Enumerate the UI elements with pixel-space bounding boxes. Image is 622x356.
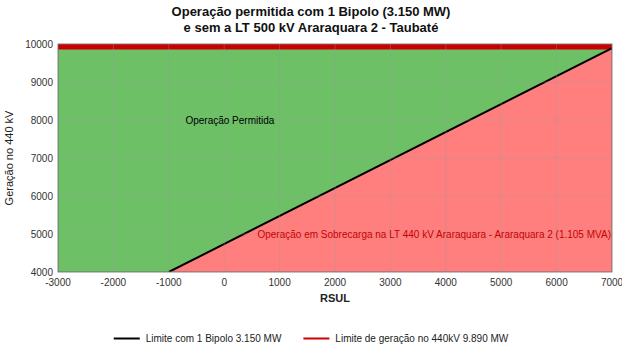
legend-swatch xyxy=(114,338,140,340)
legend-swatch xyxy=(303,338,329,340)
x-tick-label: -2000 xyxy=(101,277,127,288)
x-tick-label: 0 xyxy=(221,277,227,288)
grid-line xyxy=(58,82,612,83)
legend-label: Limite com 1 Bipolo 3.150 MW xyxy=(146,333,282,344)
overload-region xyxy=(58,44,612,272)
x-tick-label: -1000 xyxy=(156,277,182,288)
y-tick-label: 7000 xyxy=(31,153,54,164)
grid-line xyxy=(58,120,612,121)
annotation: Operação em Sobrecarga na LT 440 kV Arar… xyxy=(257,229,611,240)
x-tick-label: 4000 xyxy=(435,277,458,288)
grid-line xyxy=(58,196,612,197)
legend: Limite com 1 Bipolo 3.150 MW Limite de ge… xyxy=(114,333,509,344)
x-tick-label: 5000 xyxy=(490,277,513,288)
y-tick-label: 5000 xyxy=(31,229,54,240)
plot-frame xyxy=(58,44,612,272)
y-tick-label: 9000 xyxy=(31,77,54,88)
x-tick-label: 2000 xyxy=(324,277,347,288)
x-tick-label: 6000 xyxy=(545,277,568,288)
x-tick-label: -3000 xyxy=(45,277,71,288)
y-axis-label: Geração no 440 kV xyxy=(3,110,15,205)
x-tick-label: 1000 xyxy=(268,277,291,288)
y-tick-label: 8000 xyxy=(31,115,54,126)
y-tick-label: 10000 xyxy=(25,39,53,50)
annotation: Operação Permitida xyxy=(185,115,274,126)
title: Operação permitida com 1 Bipolo (3.150 M… xyxy=(172,4,451,35)
x-tick-label: 3000 xyxy=(379,277,402,288)
chart: -3000 -2000 -1000 0 1000 2000 3000 4000 5000 6000… xyxy=(0,0,622,356)
y-tick-label: 6000 xyxy=(31,191,54,202)
x-tick-label: 7000 xyxy=(601,277,622,288)
grid-line xyxy=(58,158,612,159)
plot-area xyxy=(58,44,612,272)
y-tick-label: 4000 xyxy=(31,267,54,278)
legend-label: Limite de geração no 440kV 9.890 MW xyxy=(335,333,508,344)
x-axis-label: RSUL xyxy=(320,292,350,304)
